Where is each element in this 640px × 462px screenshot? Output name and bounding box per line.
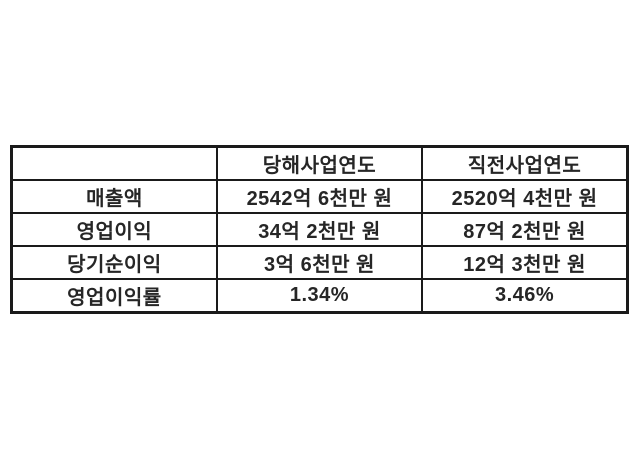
row-label-revenue: 매출액 [10, 178, 218, 214]
financial-summary-table: 당해사업연도 직전사업연도 매출액 2542억 6천만 원 2520억 4천만 … [10, 145, 629, 314]
header-empty-cell [10, 145, 218, 181]
cell-net-income-previous: 12억 3천만 원 [421, 244, 629, 281]
row-label-net-income: 당기순이익 [10, 244, 218, 281]
table-row-operating-profit: 영업이익 34억 2천만 원 87억 2천만 원 [10, 211, 629, 248]
cell-operating-margin-current: 1.34% [215, 278, 424, 314]
table-header-row: 당해사업연도 직전사업연도 [10, 145, 629, 181]
table-row-revenue: 매출액 2542억 6천만 원 2520억 4천만 원 [10, 178, 629, 214]
header-current-fiscal-year: 당해사업연도 [215, 145, 424, 181]
header-previous-fiscal-year: 직전사업연도 [421, 145, 629, 181]
cell-operating-profit-previous: 87억 2천만 원 [421, 211, 629, 248]
row-label-operating-profit: 영업이익 [10, 211, 218, 248]
cell-revenue-previous: 2520억 4천만 원 [421, 178, 629, 214]
cell-revenue-current: 2542억 6천만 원 [215, 178, 424, 214]
cell-operating-profit-current: 34억 2천만 원 [215, 211, 424, 248]
table-row-net-income: 당기순이익 3억 6천만 원 12억 3천만 원 [10, 244, 629, 281]
table-row-operating-margin: 영업이익률 1.34% 3.46% [10, 278, 629, 314]
cell-operating-margin-previous: 3.46% [421, 278, 629, 314]
row-label-operating-margin: 영업이익률 [10, 278, 218, 314]
cell-net-income-current: 3억 6천만 원 [215, 244, 424, 281]
